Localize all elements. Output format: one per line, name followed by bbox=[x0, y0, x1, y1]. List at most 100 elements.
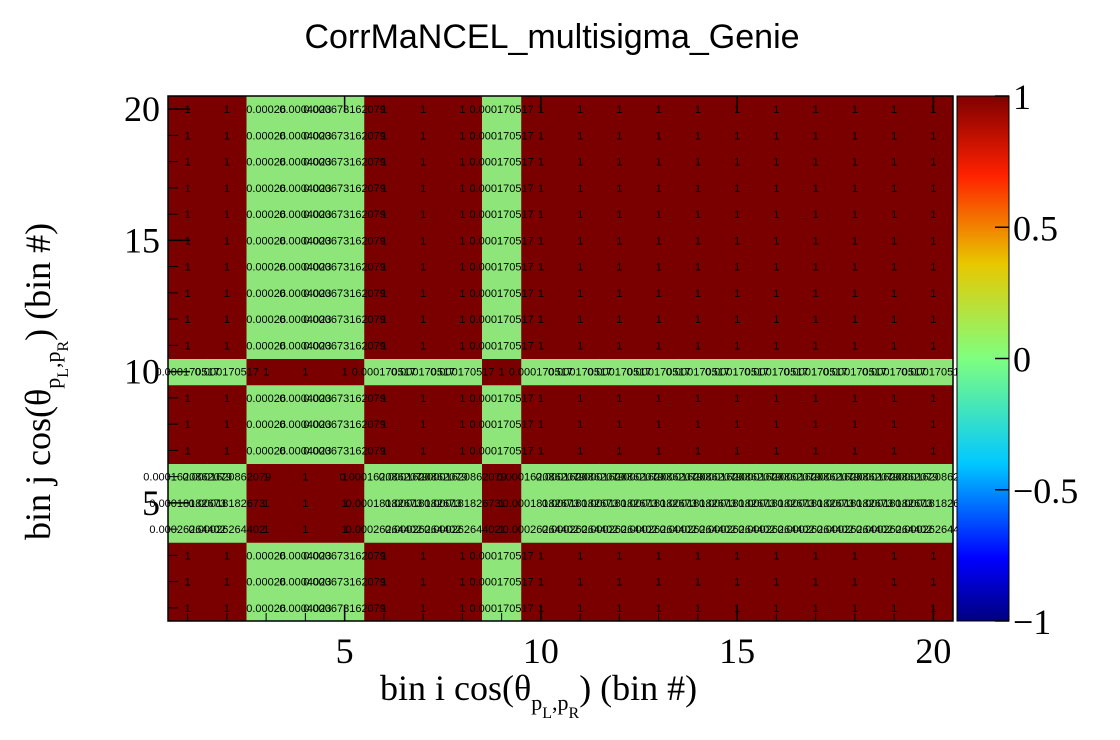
cell-value-label: 1 bbox=[734, 183, 740, 195]
heatmap-cell bbox=[325, 411, 365, 438]
cell-value-label: 1 bbox=[656, 104, 662, 116]
heatmap-cell bbox=[639, 542, 679, 569]
heatmap-cell bbox=[639, 96, 679, 123]
cell-value-label: 1 bbox=[420, 603, 426, 615]
heatmap-cell bbox=[835, 384, 875, 412]
cell-value-label: 0.0004023 bbox=[279, 550, 331, 562]
cell-value-label: 0.00026 bbox=[246, 209, 286, 221]
cell-value-label: 1 bbox=[773, 577, 779, 589]
cell-value-label: 1 bbox=[616, 445, 622, 457]
heatmap-cell bbox=[442, 306, 483, 333]
cell-value-label: 1 bbox=[185, 393, 191, 405]
cell-value-label: 1 bbox=[656, 445, 662, 457]
cell-value-label: 1 bbox=[616, 262, 622, 274]
cell-value-label: 1 bbox=[891, 314, 897, 326]
heatmap-cell bbox=[246, 568, 287, 596]
heatmap-cell bbox=[560, 306, 601, 333]
cell-value-label: 1 bbox=[930, 157, 936, 169]
heatmap-cell bbox=[717, 542, 758, 569]
cell-value-label: 1 bbox=[185, 262, 191, 274]
cell-value-label: 0.00018182673 bbox=[346, 498, 422, 510]
heatmap-cell bbox=[913, 306, 954, 333]
heatmap-cell bbox=[325, 227, 365, 254]
cell-value-label: 1 bbox=[852, 262, 858, 274]
cell-value-label: 1 bbox=[656, 288, 662, 300]
cell-value-label: 1 bbox=[734, 157, 740, 169]
heatmap-cell bbox=[874, 148, 915, 176]
cell-value-label: 1 bbox=[381, 130, 387, 142]
heatmap-cell bbox=[442, 489, 483, 517]
cell-value-label: 1 bbox=[538, 235, 544, 247]
cell-value-label: 1 bbox=[695, 340, 701, 352]
heatmap-cell bbox=[325, 253, 365, 281]
heatmap-cell bbox=[403, 96, 444, 123]
heatmap-cell bbox=[207, 96, 247, 123]
heatmap-cell bbox=[246, 437, 287, 464]
heatmap-cell bbox=[521, 542, 561, 569]
cell-value-label: 1 bbox=[420, 104, 426, 116]
heatmap-cell bbox=[325, 306, 365, 333]
heatmap-cell bbox=[325, 463, 365, 491]
cell-value-label: 1 bbox=[813, 419, 819, 431]
heatmap-cell bbox=[207, 227, 247, 254]
heatmap-cell bbox=[442, 227, 483, 254]
heatmap-cell bbox=[521, 227, 561, 254]
heatmap-cell bbox=[835, 568, 875, 596]
heatmap-cell bbox=[403, 411, 444, 438]
heatmap-cell bbox=[639, 358, 679, 386]
cell-value-label: 1 bbox=[577, 603, 583, 615]
heatmap-cell bbox=[246, 96, 287, 123]
heatmap-cell bbox=[285, 358, 326, 386]
cell-value-label: 0.000170517 bbox=[470, 340, 534, 352]
cell-value-label: 1 bbox=[656, 130, 662, 142]
heatmap-cell bbox=[325, 174, 365, 202]
heatmap-cell bbox=[482, 306, 522, 333]
cell-value-label: 0.0004023 bbox=[279, 235, 331, 247]
y-axis-label-group: bin j cos(θpL,pR) (bin #) bbox=[18, 223, 72, 540]
cell-value-label: 1 bbox=[185, 550, 191, 562]
cell-value-label: 0.000170517 bbox=[470, 419, 534, 431]
cell-value-label: 0.000170517 bbox=[470, 288, 534, 300]
cell-value-label: 1 bbox=[577, 262, 583, 274]
y-tick-label: 10 bbox=[124, 352, 160, 392]
heatmap-cell bbox=[442, 568, 483, 596]
heatmap-cell bbox=[756, 411, 797, 438]
cell-value-label: 1 bbox=[381, 340, 387, 352]
cell-value-label: 0.00018182673 bbox=[817, 498, 893, 510]
heatmap-cell bbox=[835, 122, 875, 149]
cell-value-label: 1 bbox=[538, 183, 544, 195]
cell-value-label: 0.00026264402 bbox=[660, 524, 736, 536]
cell-value-label: 0.00026264402 bbox=[817, 524, 893, 536]
cell-value-label: 1 bbox=[891, 104, 897, 116]
x-tick-label: 20 bbox=[915, 631, 951, 671]
cell-value-label: 1 bbox=[381, 104, 387, 116]
cell-value-label: 0.00026 bbox=[246, 393, 286, 405]
cell-value-label: 1 bbox=[695, 104, 701, 116]
cell-value-label: 1 bbox=[459, 603, 465, 615]
heatmap-cell bbox=[913, 437, 954, 464]
cell-value-label: 0.0004023 bbox=[279, 157, 331, 169]
cell-value-label: 1 bbox=[381, 288, 387, 300]
heatmap-cell bbox=[364, 568, 404, 596]
cell-value-label: 1 bbox=[616, 393, 622, 405]
z-tick-label: 1 bbox=[1013, 77, 1031, 117]
cell-value-label: 1 bbox=[538, 314, 544, 326]
cell-value-label: 1 bbox=[773, 340, 779, 352]
heatmap-cell bbox=[835, 279, 875, 307]
heatmap-cell bbox=[874, 332, 915, 359]
y-tick-label: 5 bbox=[142, 483, 160, 523]
cell-value-label: 1 bbox=[185, 104, 191, 116]
cell-value-label: 1 bbox=[459, 130, 465, 142]
cell-value-label: 1 bbox=[577, 235, 583, 247]
cell-value-label: 0.00026264402 bbox=[699, 524, 775, 536]
heatmap-cell bbox=[796, 227, 836, 254]
cell-value-label: 1 bbox=[695, 235, 701, 247]
heatmap-cell bbox=[246, 542, 287, 569]
cell-value-label: 1 bbox=[813, 183, 819, 195]
heatmap-cell bbox=[364, 174, 404, 202]
cell-value-label: 0.00026 bbox=[246, 550, 286, 562]
heatmap-cell bbox=[599, 489, 640, 517]
heatmap-cell bbox=[835, 516, 875, 543]
heatmap-cell bbox=[639, 201, 679, 228]
cell-value-label: 1 bbox=[381, 577, 387, 589]
